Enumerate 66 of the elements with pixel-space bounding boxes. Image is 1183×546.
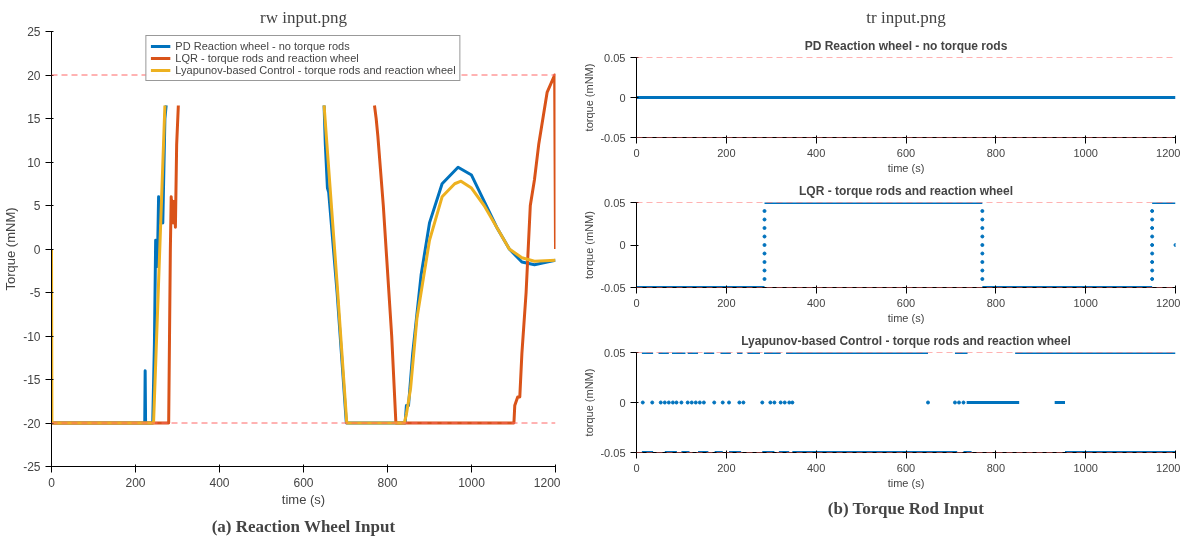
y-axis-title: Torque (mNM) bbox=[3, 207, 19, 291]
x-tick-label: 1000 bbox=[1073, 296, 1098, 309]
text: tr input.png bbox=[866, 7, 947, 27]
x-tick-label: 800 bbox=[986, 146, 1006, 159]
y-tick-label: 0.05 bbox=[604, 196, 626, 209]
y-tick-label: -15 bbox=[23, 373, 41, 387]
y-tick-label: 0 bbox=[619, 91, 626, 104]
text: (a) Reaction Wheel Input bbox=[211, 516, 396, 536]
x-tick-label: 200 bbox=[125, 475, 146, 490]
x-tick-label: 400 bbox=[806, 146, 826, 159]
x-tick-label: 0 bbox=[633, 461, 640, 474]
x-tick-label: 600 bbox=[896, 296, 916, 309]
y-tick-label: -0.05 bbox=[600, 446, 626, 459]
legend-label: LQR - torque rods and reaction wheel bbox=[175, 52, 359, 64]
y-tick-label: 0 bbox=[33, 242, 41, 257]
y-tick-label: 0.05 bbox=[604, 346, 626, 359]
x-tick-label: 600 bbox=[293, 475, 314, 490]
x-tick-label: 1200 bbox=[1156, 296, 1181, 309]
chart-title: LQR - torque rods and reaction wheel bbox=[798, 183, 1014, 198]
x-axis-title: time (s) bbox=[887, 161, 925, 174]
y-tick-label: 15 bbox=[27, 112, 41, 126]
y-tick-label: -10 bbox=[23, 329, 41, 344]
x-axis-title: time (s) bbox=[887, 476, 925, 489]
x-tick-label: 1200 bbox=[1156, 461, 1181, 474]
chart-title: Lyapunov-based Control - torque rods and reaction wheel bbox=[741, 333, 1071, 348]
y-tick-label: -5 bbox=[29, 286, 41, 300]
y-tick-label: 20 bbox=[27, 68, 41, 83]
x-tick-label: 200 bbox=[717, 296, 736, 309]
x-tick-label: 200 bbox=[717, 146, 736, 159]
x-tick-label: 400 bbox=[806, 296, 826, 309]
y-tick-label: 25 bbox=[27, 25, 41, 39]
x-tick-label: 1000 bbox=[458, 475, 486, 490]
y-tick-label: -0.05 bbox=[600, 281, 626, 294]
x-tick-label: 0 bbox=[48, 475, 56, 490]
x-tick-label: 600 bbox=[896, 146, 916, 159]
y-tick-label: -25 bbox=[23, 460, 41, 474]
x-tick-label: 800 bbox=[377, 475, 398, 490]
x-tick-label: 400 bbox=[806, 461, 826, 474]
x-tick-label: 0 bbox=[633, 146, 640, 159]
legend-label: PD Reaction wheel - no torque rods bbox=[175, 40, 350, 52]
x-tick-label: 1200 bbox=[1156, 146, 1181, 159]
x-tick-label: 800 bbox=[986, 461, 1006, 474]
x-tick-label: 1000 bbox=[1073, 146, 1098, 159]
y-tick-label: 5 bbox=[33, 199, 41, 213]
chart-title: PD Reaction wheel - no torque rods bbox=[804, 38, 1008, 53]
x-tick-label: 1200 bbox=[533, 475, 561, 490]
y-tick-label: 10 bbox=[27, 155, 41, 170]
legend-label: Lyapunov-based Control - torque rods and reaction wheel bbox=[175, 64, 456, 76]
y-axis-title: torque (mNM) bbox=[583, 63, 596, 132]
chart-title: rw input.png bbox=[260, 7, 348, 27]
y-axis-title: torque (mNM) bbox=[583, 211, 596, 279]
y-tick-label: 0 bbox=[619, 239, 626, 251]
y-tick-label: -0.05 bbox=[600, 131, 626, 144]
y-axis-title: torque (mNM) bbox=[583, 368, 596, 437]
x-tick-label: 0 bbox=[633, 296, 640, 309]
text: (b) Torque Rod Input bbox=[827, 498, 985, 518]
x-axis-title: time (s) bbox=[887, 311, 925, 324]
y-tick-label: 0 bbox=[619, 396, 626, 409]
x-tick-label: 200 bbox=[717, 461, 736, 474]
x-tick-label: 800 bbox=[986, 296, 1006, 309]
y-tick-label: 0.05 bbox=[604, 51, 626, 64]
x-tick-label: 400 bbox=[209, 475, 230, 490]
y-tick-label: -20 bbox=[23, 416, 41, 431]
x-axis-title: time (s) bbox=[281, 491, 326, 507]
x-tick-label: 600 bbox=[896, 461, 916, 474]
x-tick-label: 1000 bbox=[1073, 461, 1098, 474]
